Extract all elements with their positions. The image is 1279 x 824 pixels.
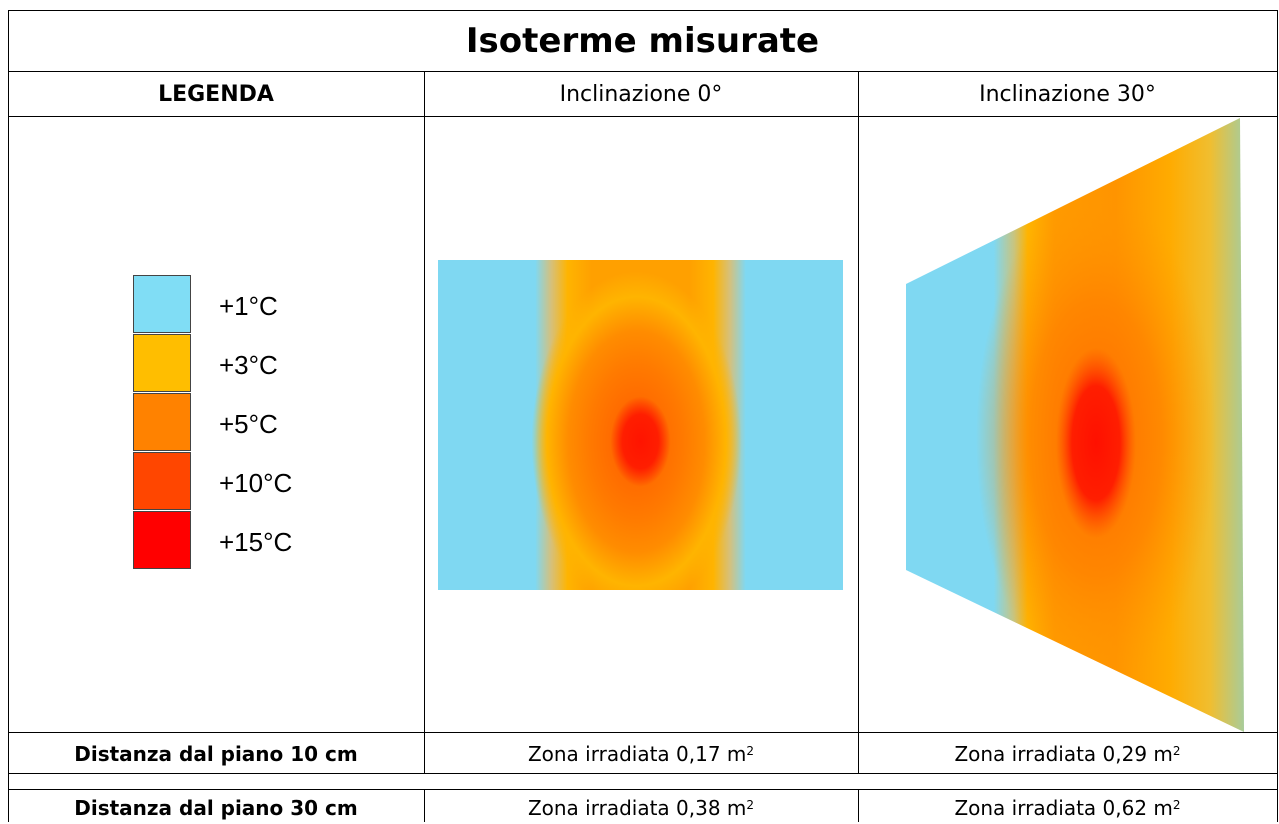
page-title: Isoterme misurate bbox=[465, 21, 820, 61]
table-divider-row1 bbox=[8, 773, 1277, 774]
column-header-0deg: Inclinazione 0° bbox=[559, 81, 723, 107]
column-header-30deg: Inclinazione 30° bbox=[979, 81, 1156, 107]
irradiated-area-value: Zona irradiata 0,29 m bbox=[954, 742, 1173, 766]
legend-label-15: +15°C bbox=[219, 526, 293, 557]
legend-label-5: +5°C bbox=[219, 408, 278, 439]
row-label-30cm: Distanza dal piano 30 cm bbox=[74, 796, 358, 820]
unit-exponent: 2 bbox=[746, 798, 755, 812]
thermal-map-0deg bbox=[438, 260, 843, 590]
table-border-top bbox=[8, 10, 1277, 11]
thermal-map-30deg bbox=[906, 118, 1244, 732]
legend-swatch-3 bbox=[133, 334, 191, 392]
table-divider-spacer bbox=[8, 789, 1277, 790]
column-divider-2 bbox=[858, 71, 859, 773]
unit-exponent: 2 bbox=[1172, 744, 1181, 758]
column-divider-1-bottom bbox=[424, 789, 425, 822]
legend-header: LEGENDA bbox=[158, 81, 274, 107]
legend-swatch-10 bbox=[133, 452, 191, 510]
column-divider-1 bbox=[424, 71, 425, 773]
irradiated-area-value: Zona irradiata 0,62 m bbox=[954, 796, 1173, 820]
table-divider-header bbox=[8, 116, 1277, 117]
legend-swatch-15 bbox=[133, 511, 191, 569]
legend-label-1: +1°C bbox=[219, 290, 278, 321]
row-label-10cm: Distanza dal piano 10 cm bbox=[74, 742, 358, 766]
irradiated-area-value: Zona irradiata 0,17 m bbox=[527, 742, 747, 766]
table-divider-title bbox=[8, 71, 1277, 72]
table-border-right bbox=[1277, 10, 1278, 822]
table-divider-images bbox=[8, 732, 1277, 733]
unit-exponent: 2 bbox=[1172, 798, 1181, 812]
legend-swatch-5 bbox=[133, 393, 191, 451]
unit-exponent: 2 bbox=[746, 744, 755, 758]
irradiated-area-value: Zona irradiata 0,38 m bbox=[527, 796, 747, 820]
legend-label-10: +10°C bbox=[219, 467, 293, 498]
table-border-left bbox=[8, 10, 9, 822]
column-divider-2-bottom bbox=[858, 789, 859, 822]
legend-swatch-1 bbox=[133, 275, 191, 333]
legend-label-3: +3°C bbox=[219, 349, 278, 380]
